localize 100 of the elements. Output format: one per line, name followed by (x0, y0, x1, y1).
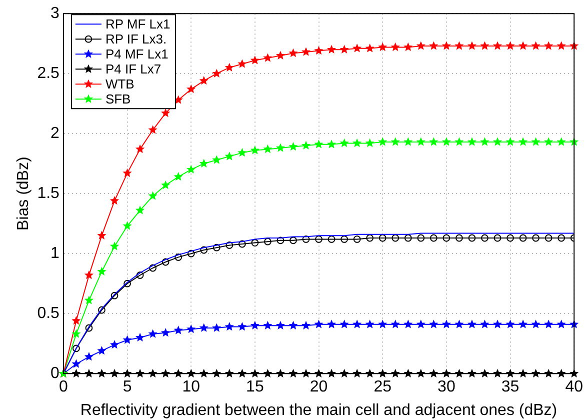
point (251, 239, 259, 246)
y-tick-label: 2 (50, 125, 60, 142)
point (161, 180, 170, 189)
point (557, 320, 566, 328)
point (468, 320, 476, 328)
point (212, 324, 221, 332)
point (416, 320, 426, 328)
point (391, 42, 400, 51)
point (506, 138, 514, 146)
point (187, 250, 195, 258)
point (250, 321, 260, 330)
x-tick-label: 5 (122, 378, 132, 396)
y-tick-label: 1 (50, 245, 60, 262)
point (187, 84, 196, 93)
point (391, 138, 400, 146)
point (110, 292, 118, 300)
point (225, 152, 234, 160)
point (136, 333, 144, 342)
x-tick-label: 30 (438, 378, 456, 396)
point (391, 320, 400, 328)
point (558, 234, 566, 242)
point (162, 258, 170, 266)
point (494, 234, 502, 242)
point (72, 344, 80, 352)
x-tick-label: 25 (374, 378, 392, 396)
point (136, 272, 144, 279)
point (84, 270, 94, 279)
point (378, 234, 386, 242)
point (110, 340, 119, 348)
point (327, 320, 336, 328)
point (506, 234, 514, 242)
point (404, 42, 412, 51)
legend-label: P4 IF Lx7 (105, 62, 162, 77)
point (532, 320, 540, 328)
x-tick-label: 40 (565, 378, 584, 396)
point (327, 140, 336, 148)
point (442, 234, 450, 242)
point (302, 321, 310, 330)
point (110, 242, 119, 250)
point (238, 240, 246, 248)
point (416, 42, 426, 50)
point (352, 44, 362, 52)
point (136, 206, 144, 214)
point (532, 42, 540, 50)
point (455, 138, 464, 146)
point (200, 246, 208, 254)
point (430, 42, 438, 50)
point (378, 138, 387, 146)
point (187, 324, 196, 333)
point (250, 56, 260, 64)
point (557, 138, 566, 146)
point (455, 42, 464, 50)
point (276, 144, 285, 152)
point (200, 76, 208, 84)
point (378, 320, 387, 328)
point (392, 234, 400, 242)
point (455, 320, 464, 328)
point (506, 42, 514, 50)
point (174, 254, 182, 261)
point (290, 236, 297, 244)
point (456, 234, 463, 242)
point (518, 42, 528, 50)
point (506, 320, 514, 328)
point (250, 146, 260, 154)
point (72, 316, 80, 324)
point (148, 330, 157, 338)
point (161, 328, 170, 336)
point (238, 148, 246, 156)
point (124, 280, 131, 288)
point (480, 42, 489, 50)
point (442, 320, 451, 328)
point (468, 234, 476, 242)
point (481, 234, 488, 242)
point (212, 244, 220, 252)
point (123, 168, 132, 177)
point (327, 45, 336, 54)
legend-label: WTB (105, 76, 134, 92)
y-tick-label: 0 (50, 365, 60, 382)
point (238, 322, 246, 330)
point (404, 138, 412, 146)
point (161, 108, 170, 117)
point (340, 138, 348, 147)
point (518, 138, 528, 146)
point (519, 234, 527, 242)
x-tick-label: 20 (310, 378, 328, 396)
point (366, 320, 374, 328)
point (174, 326, 182, 334)
point (98, 231, 106, 240)
point (493, 320, 502, 328)
point (84, 352, 94, 360)
point (493, 42, 502, 50)
point (480, 320, 489, 328)
point (289, 321, 298, 330)
y-axis-title: Bias (dBz) (15, 156, 32, 230)
y-tick-label: 1.5 (37, 185, 60, 202)
point (366, 44, 374, 52)
point (340, 45, 348, 54)
point (264, 321, 272, 330)
point (430, 138, 438, 146)
point (148, 126, 157, 134)
